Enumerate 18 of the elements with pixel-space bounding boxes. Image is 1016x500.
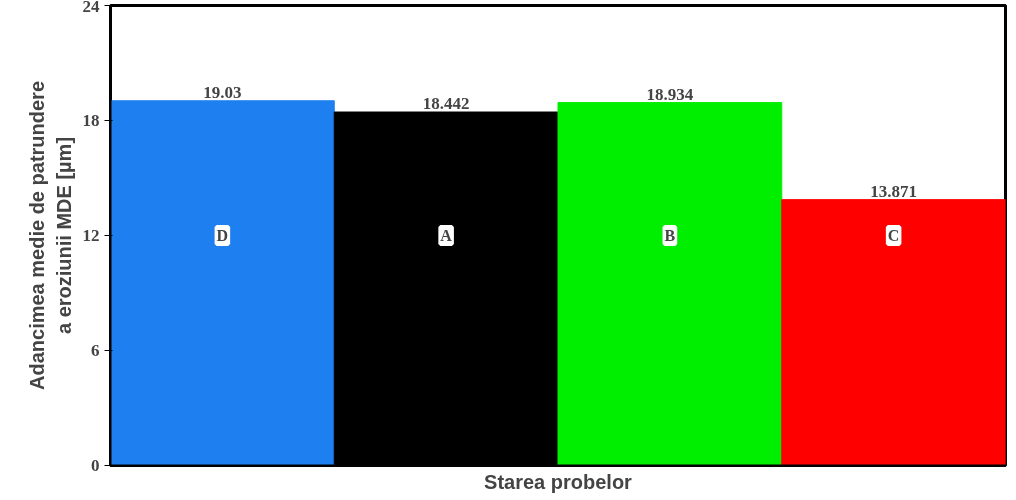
data-label: 18.934 bbox=[646, 84, 694, 104]
y-tick-label: 24 bbox=[82, 0, 100, 16]
y-tick-label: 18 bbox=[82, 111, 100, 130]
x-tick-label: B bbox=[664, 227, 676, 244]
x-tick-label: D bbox=[216, 227, 229, 244]
x-axis-title: Starea probelor bbox=[484, 470, 633, 493]
data-label: 19.03 bbox=[203, 82, 242, 102]
y-tick-label: 12 bbox=[82, 226, 100, 245]
bar bbox=[110, 100, 335, 466]
data-label: 13.871 bbox=[870, 181, 917, 201]
data-label: 18.442 bbox=[422, 94, 470, 114]
x-tick-label: A bbox=[440, 227, 453, 244]
y-axis-title: Adancimea medie de patrundere a eroziunii MDE [µm] bbox=[26, 81, 75, 390]
bar bbox=[557, 102, 783, 466]
y-tick-label: 6 bbox=[91, 341, 100, 360]
y-tick-label: 0 bbox=[91, 456, 100, 475]
x-tick-label: C bbox=[887, 227, 900, 244]
bar bbox=[781, 199, 1006, 466]
